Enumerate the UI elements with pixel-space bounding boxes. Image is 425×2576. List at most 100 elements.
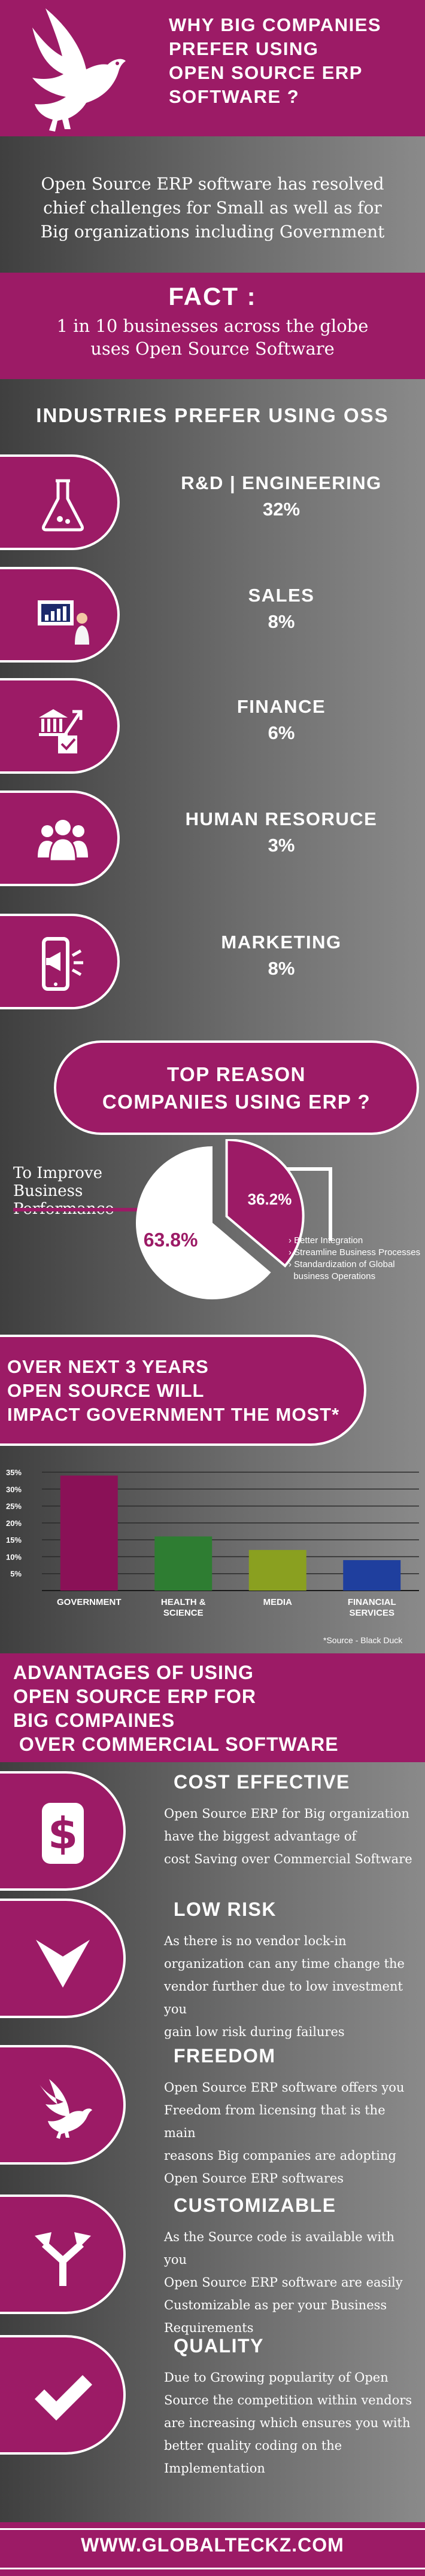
y-tick-label: 25% [6,1502,22,1511]
y-tick-label: 20% [6,1519,22,1528]
finance-icon [39,709,83,753]
advantage-heading: Freedom [174,2045,276,2067]
fact-title: Fact : [168,282,257,310]
industry-name: Finance [236,696,326,717]
checkmark-icon [35,2375,92,2421]
advantages-title-line: Big Compaines [13,1710,175,1731]
y-tick-label: 10% [6,1552,22,1561]
advantage-tab [0,1899,126,2018]
advantage-line: Open Source ERP software offers you [164,2080,405,2095]
over-next-line: Over Next 3 Years [7,1356,209,1377]
fact-line: uses Open Source Software [90,338,335,359]
pie-label-underline [13,1208,145,1211]
svg-text:$: $ [48,1808,78,1858]
pie-chart: 63.8% 36.2% [136,1139,332,1299]
header-title: Why Big Companies prefer using Open Sour… [169,13,420,109]
advantage-line: reasons Big companies are adopting [164,2148,396,2163]
x-tick-label: HEALTH & SCIENCE [161,1597,206,1618]
industry-name: Marketing [221,932,342,953]
fact-description: 1 in 10 businesses across the globe uses… [0,315,425,360]
x-tick-label: FINANCIAL SERVICES [348,1597,396,1618]
advantage-heading: Low Risk [174,1899,277,1920]
fact-line: 1 in 10 businesses across the globe [56,316,369,336]
footer-banner: www.globalteckz.com [0,2522,425,2576]
pie-chart-area: To Improve Business Performance 63.8% 36.… [0,1139,425,1301]
industry-item-sales: Sales 8% [0,567,425,663]
advantages-title-line: Open Source ERP for [13,1686,257,1707]
pie-left-label: To Improve Business Performance [13,1164,114,1218]
advantage-tab [0,2195,126,2314]
over-next-line: impact Government the Most* [7,1404,340,1425]
advantage-line: organization can any time change the [164,1957,405,1971]
advantage-description: As the Source code is available with you… [164,2226,415,2339]
advantage-line: Requirements [164,2321,254,2335]
over-next-banner: Over Next 3 Years Open Source will impac… [0,1335,366,1446]
advantage-line: Customizable as per your Business [164,2298,387,2312]
bar-chart: 35% 30% 25% 20% 15% 10% 5% GOVERNMENT HEALTH & SC… [6,1468,419,1618]
pie-note-text: business Operations [293,1271,376,1281]
intro-line: Open Source ERP software has resolved [41,174,384,194]
footer-website-link[interactable]: www.globalteckz.com [81,2534,344,2556]
advantage-description: Open Source ERP software offers you Free… [164,2076,415,2190]
x-tick-label: GOVERNMENT [57,1597,122,1607]
pie-note-text: Streamline Business Processes [294,1247,421,1258]
header-banner: Why Big Companies prefer using Open Sour… [0,0,425,136]
advantage-description: Open Source ERP for Big organization hav… [164,1802,415,1870]
bar-media [248,1550,306,1591]
pie-slice-performance [136,1146,271,1299]
advantage-line: Open Source ERP softwares [164,2171,344,2186]
advantage-heading: Customizable [174,2195,336,2216]
industry-item-rnd: R&D | Engineering 32% [0,454,425,550]
advantage-line: As the Source code is available with you [164,2230,395,2267]
y-tick-label: 5% [10,1570,22,1579]
split-arrows-icon [35,2232,91,2286]
bar-government [60,1475,118,1591]
bar-financial-services [343,1560,401,1591]
intro-text: Open Source ERP software has resolved ch… [0,148,425,268]
header-title-line: software ? [169,86,300,107]
down-arrow-icon [36,1940,90,1988]
presentation-chart-icon [38,600,89,645]
x-tick-label: MEDIA [263,1597,293,1607]
y-tick-label: 30% [6,1485,22,1494]
advantage-line: Open Source ERP for Big organization [164,1806,409,1821]
industry-percent: 8% [268,611,295,632]
dove-logo-icon [32,8,126,132]
industry-percent: 32% [262,499,300,520]
advantage-heading: Cost Effective [174,1771,350,1793]
advantages-banner: Advantages of Using Open Source ERP for … [0,1653,425,1762]
industry-name: Sales [248,585,315,606]
people-icon [38,820,88,862]
advantage-cost-effective: $ Cost Effective Open Source ERP for Big… [0,1771,425,1927]
industry-tab [0,790,120,886]
pie-note: › Standardization of Global [289,1259,395,1269]
advantage-line: Source the competition within vendors [164,2393,412,2407]
advantage-line: better quality coding on the [164,2438,342,2453]
industry-percent: 6% [268,722,295,743]
fact-banner: Fact : 1 in 10 businesses across the glo… [0,273,425,379]
industries-title: Industries prefer using OSS [36,404,389,426]
advantage-line: gain low risk during failures [164,2025,345,2039]
intro-line: chief challenges for Small as well as fo… [43,198,382,218]
header-title-line: Why Big Companies [169,14,382,35]
footer-rule [0,2568,425,2569]
over-next-line: Open Source will [7,1380,205,1401]
chart-source-note: *Source - Black Duck [323,1635,403,1645]
industry-tab [0,678,120,774]
megaphone-phone-icon [42,937,83,991]
advantage-description: Due to Growing popularity of Open Source… [164,2366,415,2480]
pie-slice-label: 36.2% [248,1191,292,1208]
advantage-line: Due to Growing popularity of Open [164,2370,388,2385]
pie-slice-other [225,1139,305,1268]
advantage-low-risk: Low Risk As there is no vendor lock-in o… [0,1899,425,2054]
y-tick-label: 15% [6,1536,22,1545]
pie-notes: › Better Integration › Streamline Busine… [289,1235,425,1283]
industry-name: HUman resoruce [185,808,378,829]
advantage-line: As there is no vendor lock-in [164,1934,347,1948]
pie-note: › Better Integration [289,1235,363,1246]
advantage-line: are increasing which ensures you with [164,2416,411,2430]
advantage-quality: Quality Due to Growing popularity of Ope… [0,2335,425,2490]
footer-rule [0,2528,425,2530]
dove-icon [38,2079,92,2139]
